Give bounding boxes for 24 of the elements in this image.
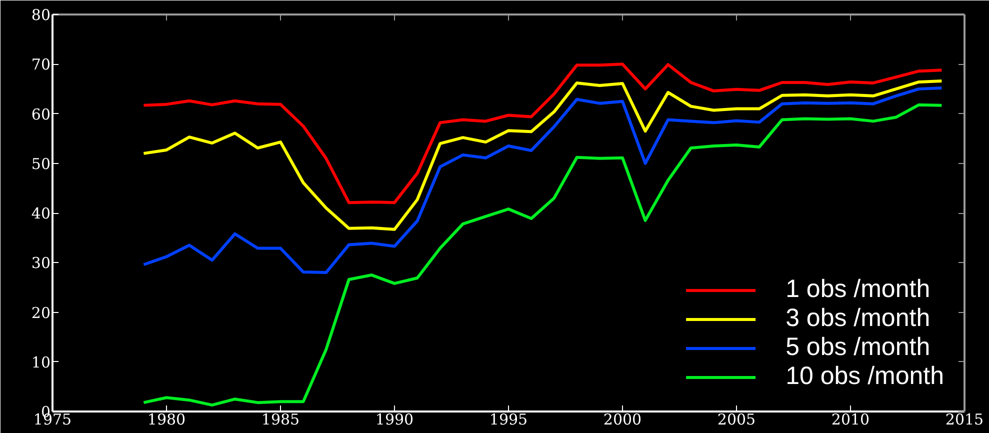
y-tick-label: 70 <box>31 56 51 74</box>
x-tick-label: 2010 <box>831 410 870 428</box>
x-tick-label: 2000 <box>603 410 642 428</box>
legend-label: 3 obs /month <box>786 304 930 333</box>
y-tick-label: 20 <box>31 304 51 322</box>
x-tick-label: 1985 <box>261 410 300 428</box>
y-tick-label: 50 <box>31 154 51 173</box>
y-tick-label: 40 <box>31 204 51 222</box>
x-tick-label: 1990 <box>375 410 414 428</box>
y-tick-label: 60 <box>31 105 51 124</box>
line-series <box>142 86 944 274</box>
x-tick-label: 2005 <box>717 410 756 428</box>
line-series <box>142 103 944 407</box>
legend-label: 1 obs /month <box>786 275 930 304</box>
y-tick-label: 30 <box>31 254 51 272</box>
x-tick-label: 2015 <box>945 410 984 428</box>
line-series <box>142 62 944 204</box>
y-tick-label: 80 <box>31 6 51 24</box>
x-tick-label: 1980 <box>147 410 186 428</box>
legend-label: 5 obs /month <box>786 333 930 362</box>
legend-label: 10 obs /month <box>786 362 944 391</box>
x-tick-label: 1995 <box>489 410 528 428</box>
y-tick-label: 10 <box>31 353 51 372</box>
line-series <box>142 79 944 231</box>
